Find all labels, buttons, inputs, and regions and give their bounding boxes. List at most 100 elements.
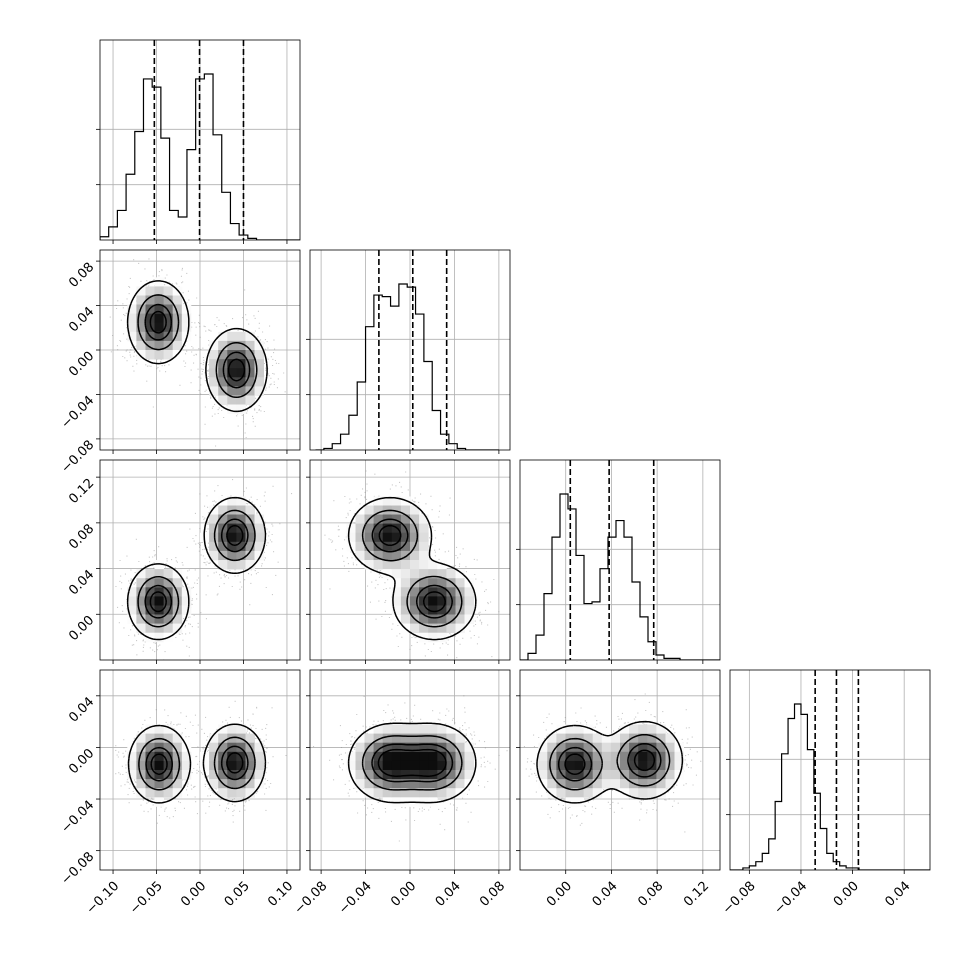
density-cell <box>547 742 557 753</box>
density-cell <box>227 386 237 396</box>
y-tick-label-2-2: 0.08 <box>66 522 97 553</box>
density-cell <box>391 587 402 597</box>
density-cell <box>163 295 174 305</box>
density-cell <box>410 550 420 561</box>
density-cell <box>437 632 447 643</box>
density-cell <box>236 340 246 351</box>
density-cell <box>391 514 402 524</box>
density-cell <box>227 368 237 378</box>
density-cell <box>410 623 420 634</box>
density-cell <box>647 724 657 734</box>
density-cell <box>382 496 393 506</box>
density-cell <box>172 623 183 634</box>
density-cell <box>382 742 393 753</box>
density-cell <box>647 788 657 798</box>
density-cell <box>145 322 155 333</box>
density-cell <box>218 742 228 753</box>
density-cell <box>254 523 264 534</box>
density-cell <box>391 496 402 506</box>
density-cell <box>245 331 255 342</box>
density-cell <box>172 578 183 588</box>
density-cell <box>136 733 146 744</box>
density-cell <box>638 724 648 734</box>
density-cell <box>163 623 174 634</box>
density-cell <box>647 733 657 744</box>
density-cell <box>428 733 438 744</box>
density-cell <box>136 760 146 771</box>
density-cell <box>236 770 246 780</box>
density-cell <box>136 788 146 798</box>
density-cell <box>446 724 456 734</box>
density-cell <box>446 614 456 624</box>
density-cell <box>127 760 137 771</box>
density-cell <box>172 331 183 342</box>
density-cell <box>428 724 438 734</box>
x-tick-label-1-3: 0.04 <box>433 879 464 910</box>
density-cell <box>419 770 429 780</box>
density-cell <box>154 560 164 570</box>
density-cell <box>391 779 402 789</box>
density-cell <box>145 286 155 296</box>
density-cell <box>428 632 438 643</box>
density-cell <box>629 760 639 771</box>
density-cell <box>674 751 684 762</box>
density-cell <box>154 797 164 807</box>
density-cell <box>410 733 420 744</box>
density-cell <box>136 605 146 615</box>
density-cell <box>136 623 146 634</box>
contour-2-0-2 <box>144 518 249 619</box>
contour-3-0-1 <box>138 736 256 791</box>
density-cell <box>154 779 164 789</box>
density-cell <box>400 733 411 744</box>
density-cell <box>620 724 630 734</box>
density-cell <box>172 295 183 305</box>
density-cell <box>464 742 474 753</box>
hist-step-1 <box>315 283 499 450</box>
density-cell <box>254 550 264 561</box>
density-cell <box>245 779 255 789</box>
density-cell <box>428 623 438 634</box>
density-cell <box>556 724 566 734</box>
density-cell <box>574 751 584 762</box>
x-tick-label-1-0: −0.08 <box>292 879 331 918</box>
panel-plot-area-3-2 <box>520 670 720 870</box>
density-cell <box>355 532 365 543</box>
density-cell <box>382 523 393 534</box>
x-tick-label-3-2: 0.00 <box>831 879 862 910</box>
density-cell <box>583 779 594 789</box>
density-cell <box>382 724 393 734</box>
density-cell <box>373 724 384 734</box>
density-cell <box>254 386 264 396</box>
density-cell <box>601 760 612 771</box>
density-cell <box>145 340 155 351</box>
panel-frame-3-2 <box>519 669 721 871</box>
density-cell <box>227 550 237 561</box>
density-cell <box>565 724 575 734</box>
density-cell <box>574 760 584 771</box>
density-cell <box>245 788 255 798</box>
density-cell <box>391 724 402 734</box>
density-cell <box>400 596 411 606</box>
density-cell <box>364 532 374 543</box>
density-cell <box>236 505 246 515</box>
contour-3-1-0 <box>347 722 477 804</box>
density-cell <box>227 340 237 351</box>
density-cell <box>236 541 246 552</box>
density-cell <box>629 788 639 798</box>
density-cell <box>236 560 246 570</box>
density-cell <box>364 779 374 789</box>
density-cell <box>227 359 237 369</box>
density-cell <box>355 742 365 753</box>
hist-panel-1 <box>306 249 511 454</box>
density-cell <box>172 596 183 606</box>
density-cell <box>254 532 264 543</box>
density-cell <box>391 605 402 615</box>
density-cell <box>136 751 146 762</box>
density-cell <box>209 760 219 771</box>
density-cell <box>209 541 219 552</box>
density-cell <box>236 788 246 798</box>
x-tick-label-2-0: 0.00 <box>544 879 575 910</box>
density-cell <box>464 614 474 624</box>
density-cell <box>346 523 356 534</box>
density-cell <box>446 788 456 798</box>
